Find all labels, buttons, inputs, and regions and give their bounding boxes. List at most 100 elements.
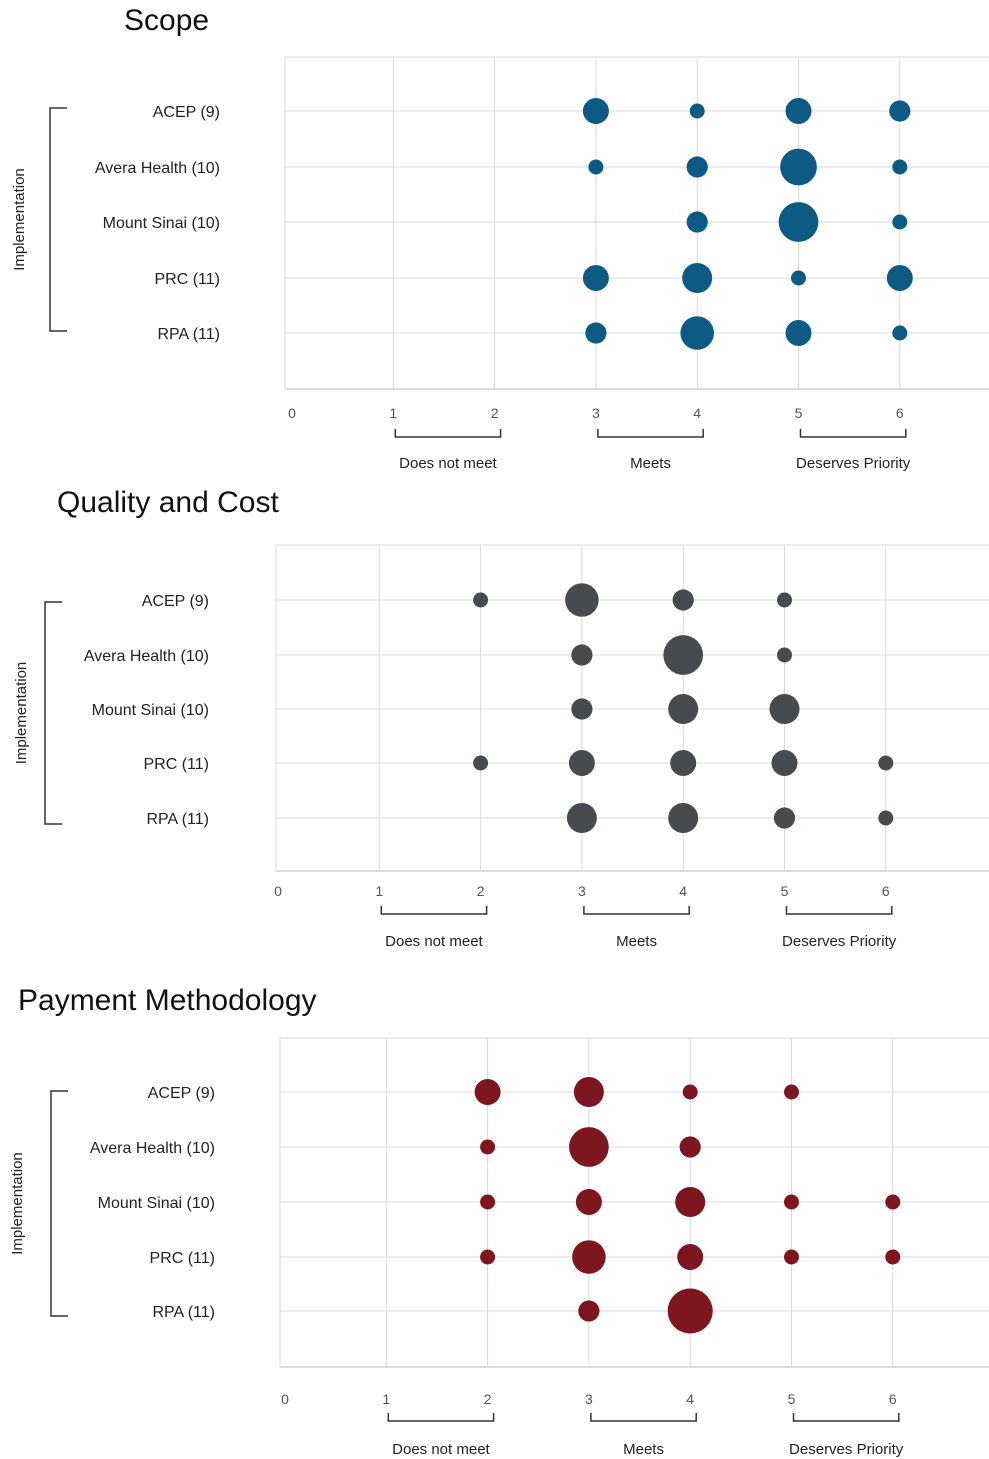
x-tick-label: 1: [382, 1391, 390, 1407]
x-tick-label: 4: [693, 405, 701, 421]
bubble: [784, 1194, 799, 1210]
bubble: [565, 583, 599, 617]
group-bracket: [50, 1090, 68, 1317]
y-category-label: ACEP (9): [142, 593, 209, 610]
y-category-label: Avera Health (10): [90, 1140, 215, 1157]
x-group-label: Does not meet: [385, 933, 483, 950]
bubble: [571, 698, 593, 720]
x-group-bracket: [394, 429, 502, 438]
bubble: [679, 1136, 701, 1158]
bubble: [663, 635, 704, 675]
bubble: [892, 214, 908, 230]
bubble: [571, 644, 593, 666]
bubble: [778, 202, 819, 242]
bubble: [885, 1194, 901, 1210]
y-category-label: ACEP (9): [153, 104, 220, 121]
x-tick-label: 2: [484, 1391, 492, 1407]
bubble: [473, 755, 489, 771]
bubble: [689, 103, 705, 119]
x-tick-label: 4: [679, 883, 687, 899]
y-category-label: Avera Health (10): [95, 160, 220, 177]
x-tick-label: 6: [889, 1391, 897, 1407]
x-group-label: Meets: [630, 455, 671, 472]
x-tick-label: 2: [491, 405, 499, 421]
x-group-bracket: [583, 906, 690, 915]
bubble: [889, 100, 911, 122]
bubble: [668, 694, 699, 724]
x-group-label: Meets: [616, 933, 657, 950]
bubble: [680, 316, 714, 350]
bubble: [675, 1187, 706, 1217]
bubble: [677, 1244, 704, 1270]
x-group-bracket: [590, 1413, 697, 1422]
x-tick-label: 6: [896, 405, 904, 421]
bubble: [878, 755, 894, 771]
y-category-label: Mount Sinai (10): [98, 1195, 215, 1212]
bubble: [670, 750, 697, 776]
x-tick-label: 1: [375, 883, 383, 899]
bubble: [582, 98, 609, 124]
bubble: [771, 750, 798, 776]
x-group-label: Does not meet: [392, 1441, 490, 1458]
y-category-label: RPA (11): [152, 1304, 215, 1321]
x-group-bracket: [792, 1413, 900, 1422]
bubble: [686, 156, 708, 178]
chart-2: Quality and Cost 0 1 2 3 4 5 6 ACEP (9) Avera Hea…: [13, 486, 989, 950]
bubble: [474, 1079, 501, 1105]
x-group-label: Meets: [623, 1441, 664, 1458]
x-tick-label: 3: [578, 883, 586, 899]
x-tick-label: 0: [288, 405, 296, 421]
bubble: [791, 270, 806, 286]
x-group-bracket: [799, 429, 907, 438]
x-tick-label: 5: [795, 405, 803, 421]
x-tick-label: 2: [477, 883, 485, 899]
bubble: [785, 98, 812, 124]
bubble: [892, 159, 908, 175]
chart-title: Quality and Cost: [57, 486, 279, 519]
y-category-label: Mount Sinai (10): [103, 215, 220, 232]
x-group-label: Does not meet: [399, 455, 497, 472]
y-category-label: Avera Health (10): [84, 648, 209, 665]
chart-3: Payment Methodology 0 1 2 3 4 5 6 ACEP (9) Avera …: [9, 984, 989, 1458]
x-tick-label: 5: [781, 883, 789, 899]
bubble: [480, 1194, 496, 1210]
x-group-label: Deserves Priority: [782, 933, 897, 950]
bubble: [566, 803, 597, 833]
bubble: [682, 263, 713, 293]
x-group-bracket: [785, 906, 893, 915]
group-label: Implementation: [13, 662, 30, 765]
bubble: [667, 1288, 713, 1334]
y-category-label: RPA (11): [146, 811, 209, 828]
bubble: [672, 589, 694, 611]
y-category-label: RPA (11): [157, 326, 220, 343]
bubble: [785, 320, 812, 346]
group-bracket: [44, 601, 62, 825]
bubble: [668, 803, 699, 833]
bubble: [777, 592, 792, 608]
group-label: Implementation: [11, 168, 28, 271]
y-category-label: PRC (11): [144, 756, 210, 773]
x-tick-label: 0: [274, 883, 282, 899]
bubble: [686, 211, 708, 233]
bubble: [885, 1249, 901, 1265]
bubble: [784, 1084, 799, 1100]
x-tick-label: 0: [281, 1391, 289, 1407]
x-tick-label: 5: [788, 1391, 796, 1407]
x-tick-label: 1: [389, 405, 397, 421]
x-tick-label: 3: [585, 1391, 593, 1407]
x-group-label: Deserves Priority: [796, 455, 911, 472]
x-group-bracket: [380, 906, 488, 915]
bubble: [572, 1240, 606, 1274]
bubble: [682, 1084, 698, 1100]
x-tick-label: 4: [686, 1391, 694, 1407]
bubble: [769, 694, 800, 724]
chart-1: Scope 0 1 2 3 4 5 6 ACEP (9) Avera Health (10) Mou…: [11, 4, 989, 472]
chart-title: Payment Methodology: [18, 984, 317, 1017]
bubble: [480, 1249, 496, 1265]
bubble: [575, 1189, 602, 1215]
bubble: [568, 750, 595, 776]
bubble: [573, 1077, 604, 1107]
y-category-label: Mount Sinai (10): [92, 702, 209, 719]
group-label: Implementation: [9, 1152, 26, 1255]
